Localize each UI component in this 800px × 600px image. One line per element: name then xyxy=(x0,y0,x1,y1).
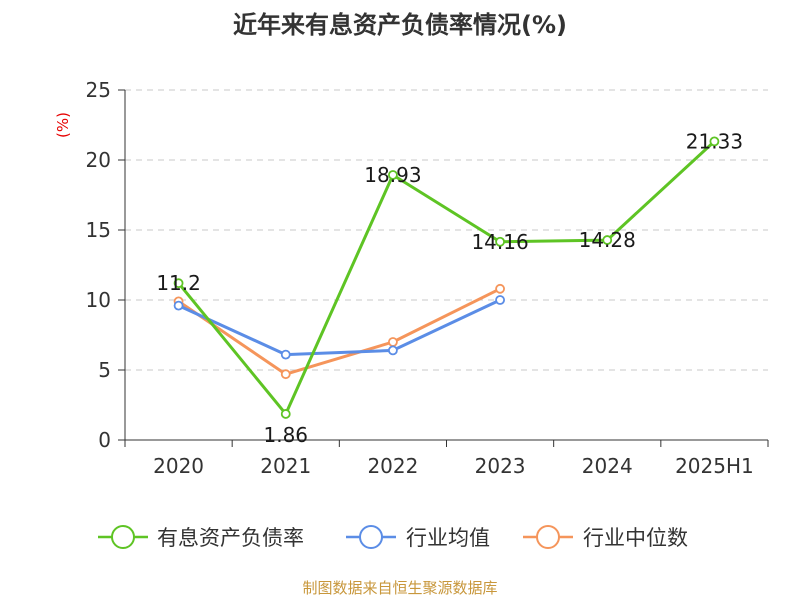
data-label-2020: 11.2 xyxy=(156,271,201,295)
data-label-2021: 1.86 xyxy=(263,423,308,447)
series-layer xyxy=(173,136,720,419)
y-axis-unit-label: (%) xyxy=(54,112,72,138)
data-point-0-2023 xyxy=(495,236,505,247)
grid-lines xyxy=(125,89,768,371)
legend-item-2[interactable]: 行业中位数 xyxy=(523,525,688,550)
source-note: 制图数据来自恒生聚源数据库 xyxy=(302,579,497,597)
data-point-0-2022 xyxy=(388,170,398,180)
series-2 xyxy=(173,283,505,380)
data-point-2-2021 xyxy=(280,369,291,380)
y-tick-label-20: 20 xyxy=(86,148,111,172)
legend-marker-0 xyxy=(111,525,135,549)
data-point-1-2023 xyxy=(495,295,505,305)
legend-marker-1 xyxy=(359,525,383,549)
x-tick-label-2023: 2023 xyxy=(475,454,526,478)
x-tick-label-2025H1: 2025H1 xyxy=(675,454,754,478)
legend-label-0: 有息资产负债率 xyxy=(157,526,304,550)
data-label-2023: 14.16 xyxy=(471,230,528,254)
legend[interactable]: 有息资产负债率 行业均值 行业中位数 xyxy=(98,525,688,550)
series-line-2 xyxy=(177,287,501,376)
axes: 0 5 10 15 20 25 2020 2021 2022 2023 2024 2025H1 xyxy=(86,78,769,478)
data-point-0-2021 xyxy=(280,409,291,419)
x-tick-label-2022: 2022 xyxy=(367,454,418,478)
y-tick-label-15: 15 xyxy=(86,218,111,242)
legend-item-1[interactable]: 行业均值 xyxy=(346,525,490,550)
legend-label-1: 行业均值 xyxy=(406,526,490,550)
x-tick-label-2020: 2020 xyxy=(153,454,204,478)
data-label-2022: 18.93 xyxy=(364,163,421,187)
series-line-1 xyxy=(177,298,501,357)
y-tick-label-5: 5 xyxy=(98,358,111,382)
y-tick-label-10: 10 xyxy=(86,288,111,312)
data-label-2024: 14.28 xyxy=(579,228,636,252)
x-tick-label-2021: 2021 xyxy=(260,454,311,478)
chart-title: 近年来有息资产负债率情况(%) xyxy=(233,11,567,39)
data-labels: 11.2 1.86 18.93 14.16 14.28 21.33 xyxy=(156,129,743,447)
y-tick-label-25: 25 xyxy=(86,78,111,102)
legend-item-0[interactable]: 有息资产负债率 xyxy=(98,525,304,550)
data-point-0-2025H1 xyxy=(709,136,720,147)
data-label-2025H1: 21.33 xyxy=(686,129,743,153)
data-point-0-2024 xyxy=(602,235,613,245)
data-point-1-2020 xyxy=(173,300,184,311)
data-point-2-2022 xyxy=(388,337,398,347)
data-point-0-2020 xyxy=(173,278,184,289)
y-tick-label-0: 0 xyxy=(98,428,111,452)
x-tick-label-2024: 2024 xyxy=(582,454,633,478)
legend-label-2: 行业中位数 xyxy=(583,526,688,550)
legend-marker-2 xyxy=(536,525,560,549)
series-line-0 xyxy=(177,140,716,416)
series-1 xyxy=(173,295,505,360)
series-0 xyxy=(173,136,720,419)
data-point-1-2022 xyxy=(388,345,398,356)
data-point-1-2021 xyxy=(280,349,291,360)
data-point-2-2023 xyxy=(495,283,505,294)
